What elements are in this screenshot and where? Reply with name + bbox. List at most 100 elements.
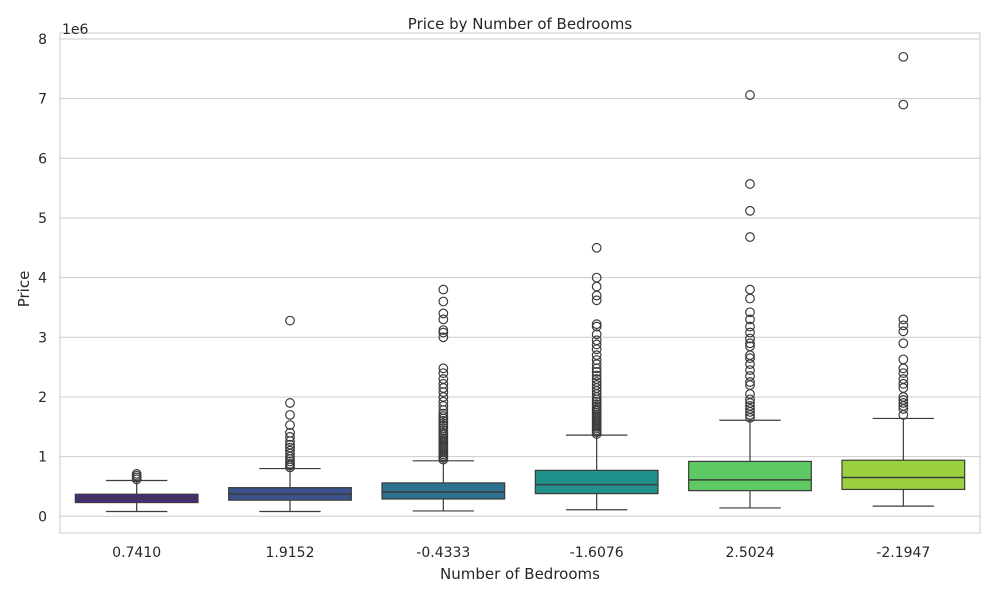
outlier-point <box>591 399 602 410</box>
outlier-point <box>438 284 449 295</box>
y-tick-label: 8 <box>38 32 47 48</box>
outlier-point <box>745 327 755 338</box>
outlier-point <box>591 396 602 407</box>
y-tick-label: 0 <box>38 509 47 525</box>
grid-lines <box>60 38 980 517</box>
chart-title: Price by Number of Bedrooms <box>408 15 633 33</box>
y-tick-label: 7 <box>38 92 47 108</box>
box-group <box>688 90 812 509</box>
outlier-point <box>745 321 755 332</box>
outlier-point <box>745 403 755 414</box>
outlier-point <box>745 232 755 242</box>
outlier-point <box>745 314 755 325</box>
outlier-point <box>745 179 755 189</box>
outlier-point <box>745 284 755 295</box>
outlier-point <box>591 242 602 253</box>
box-group <box>74 469 199 513</box>
outlier-point <box>591 295 602 306</box>
outlier-point <box>285 445 295 456</box>
y-tick-label: 1 <box>38 450 47 466</box>
outlier-point <box>438 314 449 325</box>
outlier-point <box>438 427 449 438</box>
y-tick-label: 2 <box>38 390 47 406</box>
outlier-point <box>591 355 602 365</box>
outlier-point <box>591 380 602 390</box>
outlier-point <box>438 423 449 433</box>
y-tick-labels: 0 1 2 3 4 5 6 7 8 <box>38 32 47 525</box>
outlier-point <box>591 367 602 377</box>
boxes <box>74 51 966 513</box>
outlier-point <box>745 338 755 349</box>
y-tick-label: 6 <box>38 151 47 167</box>
outlier-point <box>438 332 449 343</box>
outlier-point <box>285 458 295 469</box>
outlier-point <box>591 335 602 346</box>
x-tick-label: -1.6076 <box>570 545 624 561</box>
iqr-box <box>841 459 966 491</box>
x-tick-label: -2.1947 <box>876 545 930 561</box>
outlier-point <box>591 374 602 384</box>
outlier-point <box>438 308 449 319</box>
outlier-point <box>745 365 755 376</box>
outlier-point <box>591 272 602 283</box>
outlier-point <box>898 326 909 337</box>
x-tick-label: 2.5024 <box>726 545 775 561</box>
outlier-point <box>438 408 449 419</box>
box-group <box>841 51 966 507</box>
box-group <box>228 315 352 513</box>
outlier-point <box>285 456 295 467</box>
outlier-point <box>438 378 449 389</box>
outlier-point <box>745 341 755 352</box>
iqr-box <box>534 469 659 495</box>
y-tick-label: 5 <box>38 211 47 227</box>
outlier-point <box>898 320 909 331</box>
outlier-point <box>285 315 295 326</box>
x-tick-label: 0.7410 <box>112 545 161 561</box>
outlier-point <box>285 432 295 442</box>
outlier-point <box>438 418 449 429</box>
y-axis-multiplier: 1e6 <box>62 22 89 38</box>
outlier-point <box>438 363 449 374</box>
y-tick-label: 3 <box>38 330 47 346</box>
x-tick-labels: 0.7410 1.9152 -0.4333 -1.6076 2.5024 -2.1947 <box>112 545 930 561</box>
y-axis-label: Price <box>15 271 33 308</box>
outlier-point <box>591 403 602 414</box>
outlier-point <box>438 374 449 384</box>
outlier-point <box>745 333 755 344</box>
outlier-point <box>745 90 755 100</box>
iqr-box <box>688 460 812 492</box>
outlier-point <box>438 420 449 431</box>
outlier-point <box>285 398 295 408</box>
y-tick-label: 4 <box>38 271 47 287</box>
outlier-point <box>745 401 755 411</box>
iqr-box <box>381 482 506 500</box>
outlier-point <box>745 377 755 387</box>
outlier-point <box>591 377 602 387</box>
outlier-point <box>591 370 602 381</box>
outlier-point <box>898 395 909 405</box>
outlier-point <box>898 374 909 384</box>
outlier-point <box>438 325 449 336</box>
outlier-point <box>438 327 449 338</box>
outlier-point <box>438 396 449 407</box>
outlier-point <box>131 469 142 479</box>
outlier-point <box>285 409 295 420</box>
outlier-point <box>898 51 909 62</box>
box-group <box>381 284 506 512</box>
outlier-point <box>285 420 295 430</box>
outlier-point <box>591 321 602 332</box>
outlier-point <box>285 442 295 453</box>
outlier-point <box>898 354 909 365</box>
outlier-point <box>898 314 909 325</box>
x-axis-label: Number of Bedrooms <box>440 565 600 583</box>
outlier-point <box>591 339 602 350</box>
outlier-point <box>898 398 909 408</box>
outlier-point <box>591 401 602 412</box>
outlier-point <box>898 338 909 349</box>
outlier-point <box>438 368 449 378</box>
outlier-point <box>591 350 602 361</box>
outlier-point <box>591 329 602 340</box>
outlier-point <box>591 319 602 330</box>
outlier-point <box>438 425 449 436</box>
outlier-point <box>898 378 909 389</box>
